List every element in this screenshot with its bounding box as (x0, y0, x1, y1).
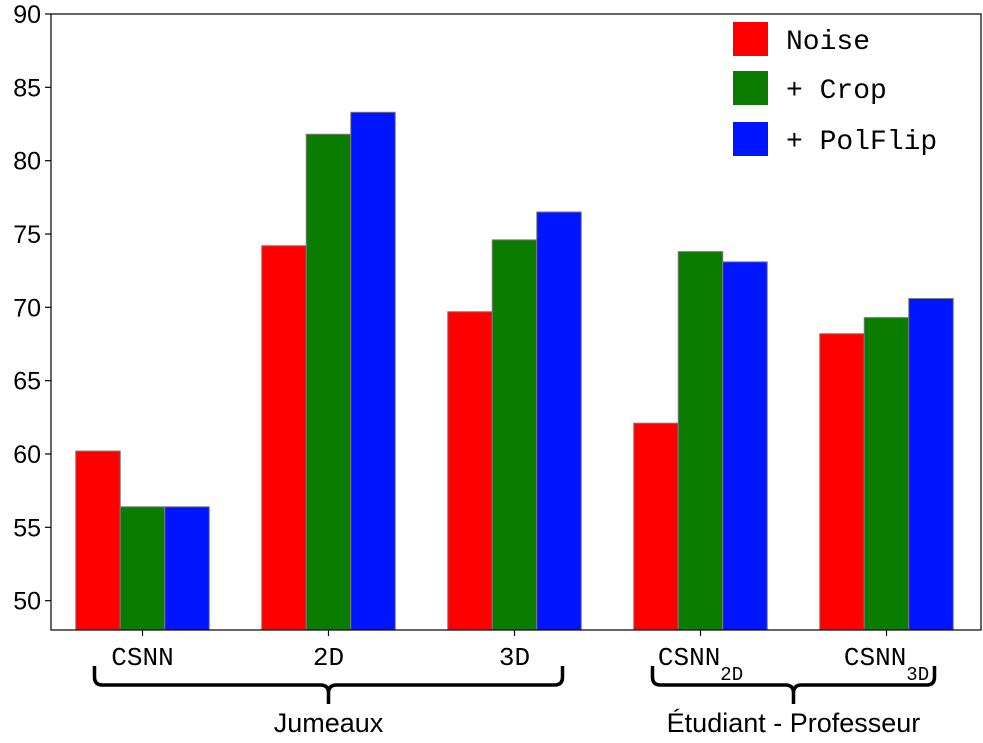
bar (261, 245, 307, 631)
x-tick-label: 3D (499, 643, 530, 673)
bar (819, 333, 865, 631)
bar (75, 450, 121, 631)
bar (305, 133, 352, 631)
bar (633, 422, 679, 631)
legend-label: + Crop (786, 76, 887, 107)
y-tick-label: 50 (13, 588, 41, 616)
y-tick-label: 75 (13, 221, 41, 249)
bar (908, 298, 954, 631)
bar (491, 239, 538, 631)
x-tick-label: CSNN (844, 643, 906, 673)
bar (722, 261, 768, 631)
group-brace (92, 666, 565, 704)
y-tick-label: 85 (13, 74, 41, 102)
bars-layer (75, 111, 954, 631)
x-tick-label: 2D (313, 643, 344, 673)
category-groups: Jumeaux Étudiant - Professeur (92, 666, 937, 738)
x-tick-label-subscript: 2D (720, 664, 743, 686)
legend-swatch (733, 71, 768, 105)
legend: Noise + Crop + PolFlip (733, 22, 937, 158)
bar (119, 506, 166, 631)
y-tick-label: 60 (13, 441, 41, 469)
legend-swatch (733, 22, 768, 56)
plot-frame (50, 13, 982, 631)
group-label: Jumeaux (274, 708, 384, 738)
bar (447, 311, 493, 631)
x-tick-label-subscript: 3D (906, 664, 929, 686)
x-tick-label: CSNN (111, 643, 173, 673)
bar (677, 251, 724, 631)
legend-label: + PolFlip (786, 127, 937, 158)
y-tick-label: 80 (13, 148, 41, 176)
y-axis: 50 55 60 65 70 75 80 85 90 (13, 1, 51, 616)
y-tick-label: 90 (13, 1, 41, 29)
x-tick-label: CSNN (658, 643, 720, 673)
legend-swatch (733, 122, 768, 156)
bar (350, 111, 396, 631)
bar (863, 317, 910, 631)
y-tick-label: 65 (13, 368, 41, 396)
y-tick-label: 55 (13, 514, 41, 542)
y-tick-label: 70 (13, 294, 41, 322)
group-brace (650, 666, 937, 704)
legend-label: Noise (786, 27, 870, 58)
group-label: Étudiant - Professeur (667, 708, 921, 738)
bar (164, 506, 210, 631)
bar (536, 211, 582, 631)
